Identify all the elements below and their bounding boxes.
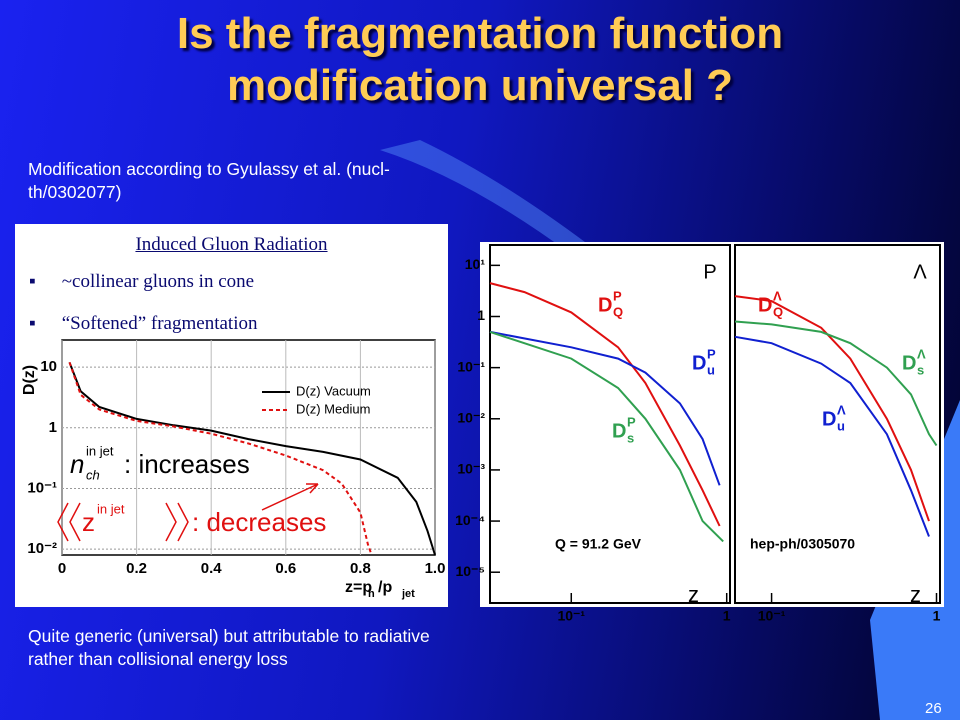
x-tick-label: 1.0 [425, 560, 446, 577]
bullet: ▪ “Softened” fragmentation [29, 313, 258, 334]
x-tick-label: 0.4 [201, 560, 223, 577]
y-tick-label: 10⁻² [457, 409, 485, 425]
plot-frame [489, 244, 731, 604]
plot-frame [734, 244, 941, 604]
series-line [734, 320, 938, 447]
series-line [734, 335, 930, 537]
y-tick-label: 1 [49, 419, 57, 436]
y-tick-label: 10⁻⁵ [455, 563, 485, 579]
arrow [261, 483, 319, 511]
y-axis-label: D(z) [21, 365, 38, 395]
annotation-sup: in jet [97, 501, 125, 516]
y-tick-label: 10 [40, 358, 57, 375]
bullet: ▪ ~collinear gluons in cone [29, 271, 255, 292]
x-axis-label: z [688, 582, 699, 607]
series-line [68, 361, 373, 556]
series-line [68, 361, 436, 556]
x-axis-label: z [910, 582, 921, 607]
series-label: D [612, 420, 626, 442]
chart-note: hep-ph/0305070 [750, 536, 855, 552]
x-axis-label: jet [401, 588, 415, 600]
y-tick-label: 10⁻³ [457, 461, 485, 477]
corner-label: Λ [913, 261, 927, 283]
annotation-sup: in jet [86, 443, 114, 458]
left-panel: Induced Gluon Radiation ▪ ~collinear gluo… [15, 224, 448, 607]
series-label-sub: s [917, 362, 924, 377]
series-label-sub: Q [773, 304, 783, 319]
x-tick-label: 10⁻¹ [557, 608, 585, 624]
x-tick-label: 1 [933, 608, 941, 624]
series-label: D [692, 352, 706, 374]
annotation-sub: ch [86, 467, 100, 482]
series-label-sup: P [613, 288, 622, 303]
series-label-sup: P [707, 346, 716, 361]
bullet-text: “Softened” fragmentation [61, 313, 258, 334]
y-tick-label: 10⁻¹ [457, 358, 485, 374]
series-label-sup: P [627, 414, 636, 429]
note-bottom: Quite generic (universal) but attributab… [28, 626, 430, 669]
series-label: D [758, 294, 772, 316]
x-tick-label: 0.8 [350, 560, 371, 577]
x-axis-label: h [368, 588, 375, 600]
x-tick-label: 0.6 [275, 560, 296, 577]
x-axis-label: z=p [345, 579, 372, 596]
y-tick-label: 10⁻¹ [27, 479, 57, 496]
series-label-sub: Q [613, 304, 623, 319]
series-line [489, 330, 721, 486]
y-tick-label: 10⁻⁴ [455, 512, 485, 528]
series-label: D [598, 294, 612, 316]
angle-brackets [57, 502, 189, 542]
series-line [489, 282, 721, 527]
series-label-sub: u [837, 418, 845, 433]
page-number: 26 [925, 700, 942, 717]
series-label-sub: s [627, 430, 634, 445]
chart-note: Q = 91.2 GeV [555, 536, 642, 552]
y-tick-label: 1 [477, 307, 485, 323]
series-label-sup: Λ [773, 288, 782, 303]
legend-label: D(z) Vacuum [296, 383, 371, 398]
x-tick-label: 0 [58, 560, 66, 577]
x-tick-label: 1 [723, 608, 731, 624]
x-tick-label: 10⁻¹ [758, 608, 786, 624]
box-heading: Induced Gluon Radiation [135, 234, 328, 255]
right-panel [480, 242, 944, 607]
annotation: n [70, 449, 84, 479]
series-label-sub: u [707, 362, 715, 377]
annotation: z [82, 507, 95, 537]
series-label: D [822, 408, 836, 430]
note-top: Modification according to Gyulassy et al… [28, 159, 390, 202]
annotation: : increases [124, 449, 250, 479]
series-line [734, 295, 930, 522]
series-label: D [902, 352, 916, 374]
y-tick-label: 10⁻² [27, 540, 57, 557]
annotation: : decreases [192, 507, 326, 537]
legend-label: D(z) Medium [296, 401, 370, 416]
y-tick-label: 10¹ [465, 256, 486, 272]
x-tick-label: 0.2 [126, 560, 147, 577]
series-line [489, 330, 724, 543]
bullet-text: ~collinear gluons in cone [61, 271, 255, 292]
series-label-sup: Λ [837, 402, 846, 417]
corner-label: P [703, 261, 716, 283]
title: Is the fragmentation function modificati… [176, 9, 784, 110]
x-axis-label: /p [378, 579, 392, 596]
series-label-sup: Λ [917, 346, 926, 361]
